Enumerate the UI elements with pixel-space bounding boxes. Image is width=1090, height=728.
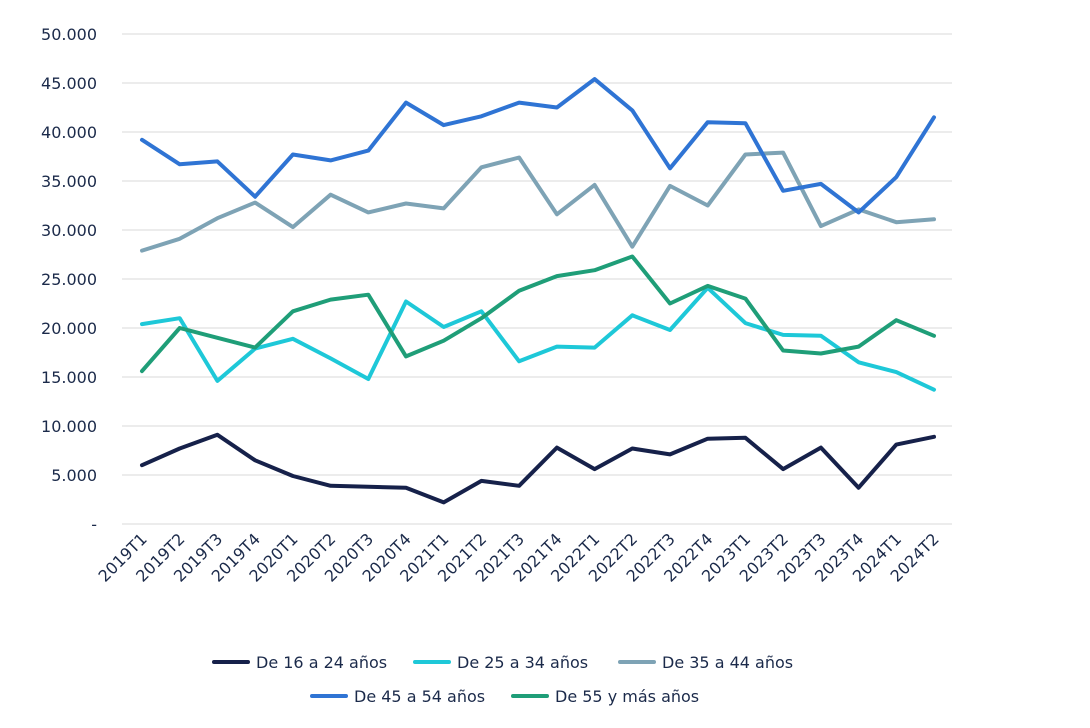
y-tick-label: 35.000 <box>41 172 97 191</box>
series-lines <box>140 77 936 505</box>
series-line-1 <box>140 432 936 505</box>
y-tick-label: 25.000 <box>41 270 97 289</box>
legend-label: De 55 y más años <box>555 687 699 706</box>
y-axis-ticks: - 5.000 10.000 15.000 20.000 25.000 30.000 35.0… <box>41 25 97 534</box>
series-line-3 <box>140 150 936 253</box>
series-line-5 <box>140 254 936 374</box>
legend-label: De 35 a 44 años <box>662 653 793 672</box>
y-tick-label: 50.000 <box>41 25 97 44</box>
y-tick-label: - <box>91 515 97 534</box>
legend-item: De 16 a 24 años <box>212 653 387 672</box>
y-tick-label: 15.000 <box>41 368 97 387</box>
y-tick-label: 45.000 <box>41 74 97 93</box>
gridlines <box>122 33 952 525</box>
y-tick-label: 40.000 <box>41 123 97 142</box>
legend-item: De 25 a 34 años <box>413 653 588 672</box>
legend-item: De 35 a 44 años <box>618 653 793 672</box>
legend-label: De 25 a 34 años <box>457 653 588 672</box>
y-tick-label: 30.000 <box>41 221 97 240</box>
y-tick-label: 10.000 <box>41 417 97 436</box>
legend-label: De 45 a 54 años <box>354 687 485 706</box>
series-line-2 <box>140 285 936 392</box>
legend-item: De 45 a 54 años <box>310 687 485 706</box>
legend-item: De 55 y más años <box>511 687 699 706</box>
legend: De 16 a 24 años De 25 a 34 años De 35 a 44… <box>212 653 793 706</box>
y-tick-label: 5.000 <box>51 466 97 485</box>
y-tick-label: 20.000 <box>41 319 97 338</box>
legend-label: De 16 a 24 años <box>256 653 387 672</box>
x-axis-ticks: 2019T12019T22019T32019T42020T12020T22020… <box>94 529 942 585</box>
series-line-4 <box>140 77 936 215</box>
